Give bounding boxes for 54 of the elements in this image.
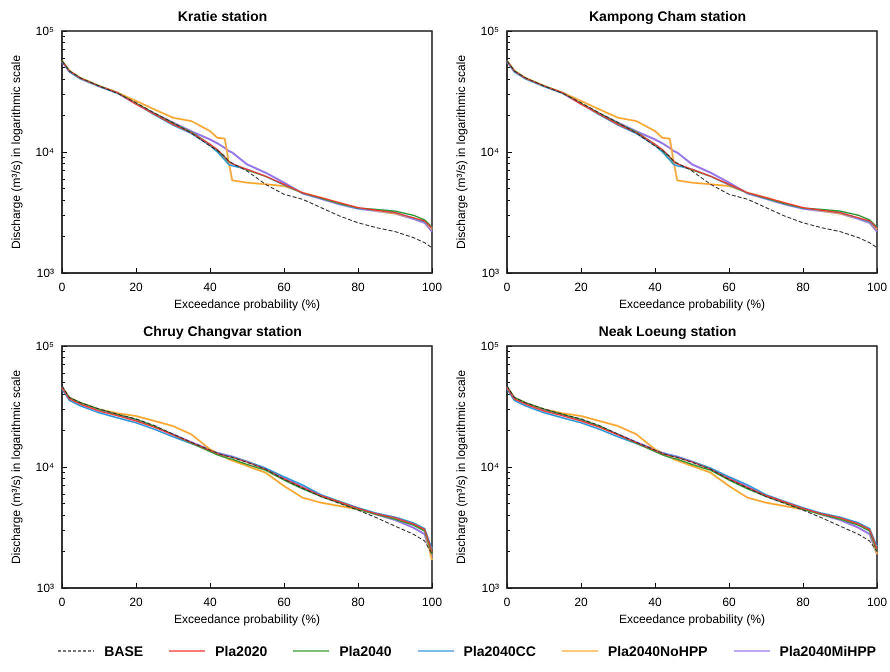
x-axis-title: Exceedance probability (%)	[174, 612, 320, 626]
x-tick-label: 40	[203, 280, 217, 294]
y-tick-label: 10⁵	[480, 339, 500, 353]
chart-title: Kampong Cham station	[588, 8, 746, 24]
x-axis-title: Exceedance probability (%)	[174, 296, 320, 311]
x-tick-label: 100	[422, 595, 442, 609]
x-tick-label: 40	[648, 595, 662, 609]
x-tick-label: 80	[351, 595, 365, 609]
x-tick-label: 0	[58, 280, 66, 294]
x-tick-label: 60	[277, 280, 291, 294]
x-tick-label: 20	[574, 595, 588, 609]
y-axis-title: Discharge (m³/s) in logarithmic scale	[9, 54, 23, 250]
x-tick-label: 60	[722, 280, 736, 294]
y-axis-title: Discharge (m³/s) in logarithmic scale	[454, 370, 468, 564]
x-tick-label: 0	[58, 595, 66, 609]
x-tick-label: 20	[129, 595, 143, 609]
x-tick-label: 80	[796, 595, 810, 609]
x-tick-label: 80	[796, 280, 810, 294]
x-axis-title: Exceedance probability (%)	[618, 612, 766, 626]
y-tick-label: 10⁴	[480, 460, 499, 474]
legend-label: BASE	[104, 643, 144, 659]
legend-label: Pla2040CC	[464, 643, 536, 659]
y-tick-label: 10⁵	[36, 339, 54, 353]
y-axis-title: Discharge (m³/s) in logarithmic scale	[9, 370, 23, 564]
y-tick-label: 10³	[36, 581, 54, 595]
x-tick-label: 20	[574, 280, 588, 294]
chart-title: Chruy Changvar station	[143, 323, 302, 339]
x-axis-title: Exceedance probability (%)	[618, 296, 766, 311]
legend-label: Pla2040MiHPP	[780, 643, 876, 659]
chart-title: Neak Loeung station	[598, 323, 736, 339]
y-tick-label: 10³	[36, 266, 54, 280]
x-tick-label: 0	[504, 595, 511, 609]
x-tick-label: 100	[422, 280, 442, 294]
x-tick-label: 60	[722, 595, 736, 609]
x-tick-label: 0	[504, 280, 511, 294]
legend-label: Pla2040	[339, 643, 392, 659]
y-tick-label: 10⁴	[35, 460, 54, 474]
y-axis-title: Discharge (m³/s) in logarithmic scale	[454, 54, 468, 250]
y-tick-label: 10³	[482, 581, 500, 595]
x-tick-label: 100	[866, 595, 888, 609]
chart-title: Kratie station	[178, 8, 268, 24]
legend-label: Pla2040NoHPP	[608, 643, 708, 659]
x-tick-label: 40	[648, 280, 662, 294]
y-tick-label: 10⁴	[480, 145, 499, 159]
y-tick-label: 10⁵	[36, 24, 54, 38]
x-tick-label: 60	[277, 595, 291, 609]
x-tick-label: 80	[351, 280, 365, 294]
y-tick-label: 10⁴	[35, 145, 54, 159]
x-tick-label: 40	[203, 595, 217, 609]
y-tick-label: 10⁵	[480, 24, 500, 38]
y-tick-label: 10³	[482, 266, 500, 280]
x-tick-label: 20	[129, 280, 143, 294]
x-tick-label: 100	[866, 280, 888, 294]
legend-label: Pla2020	[215, 643, 268, 659]
